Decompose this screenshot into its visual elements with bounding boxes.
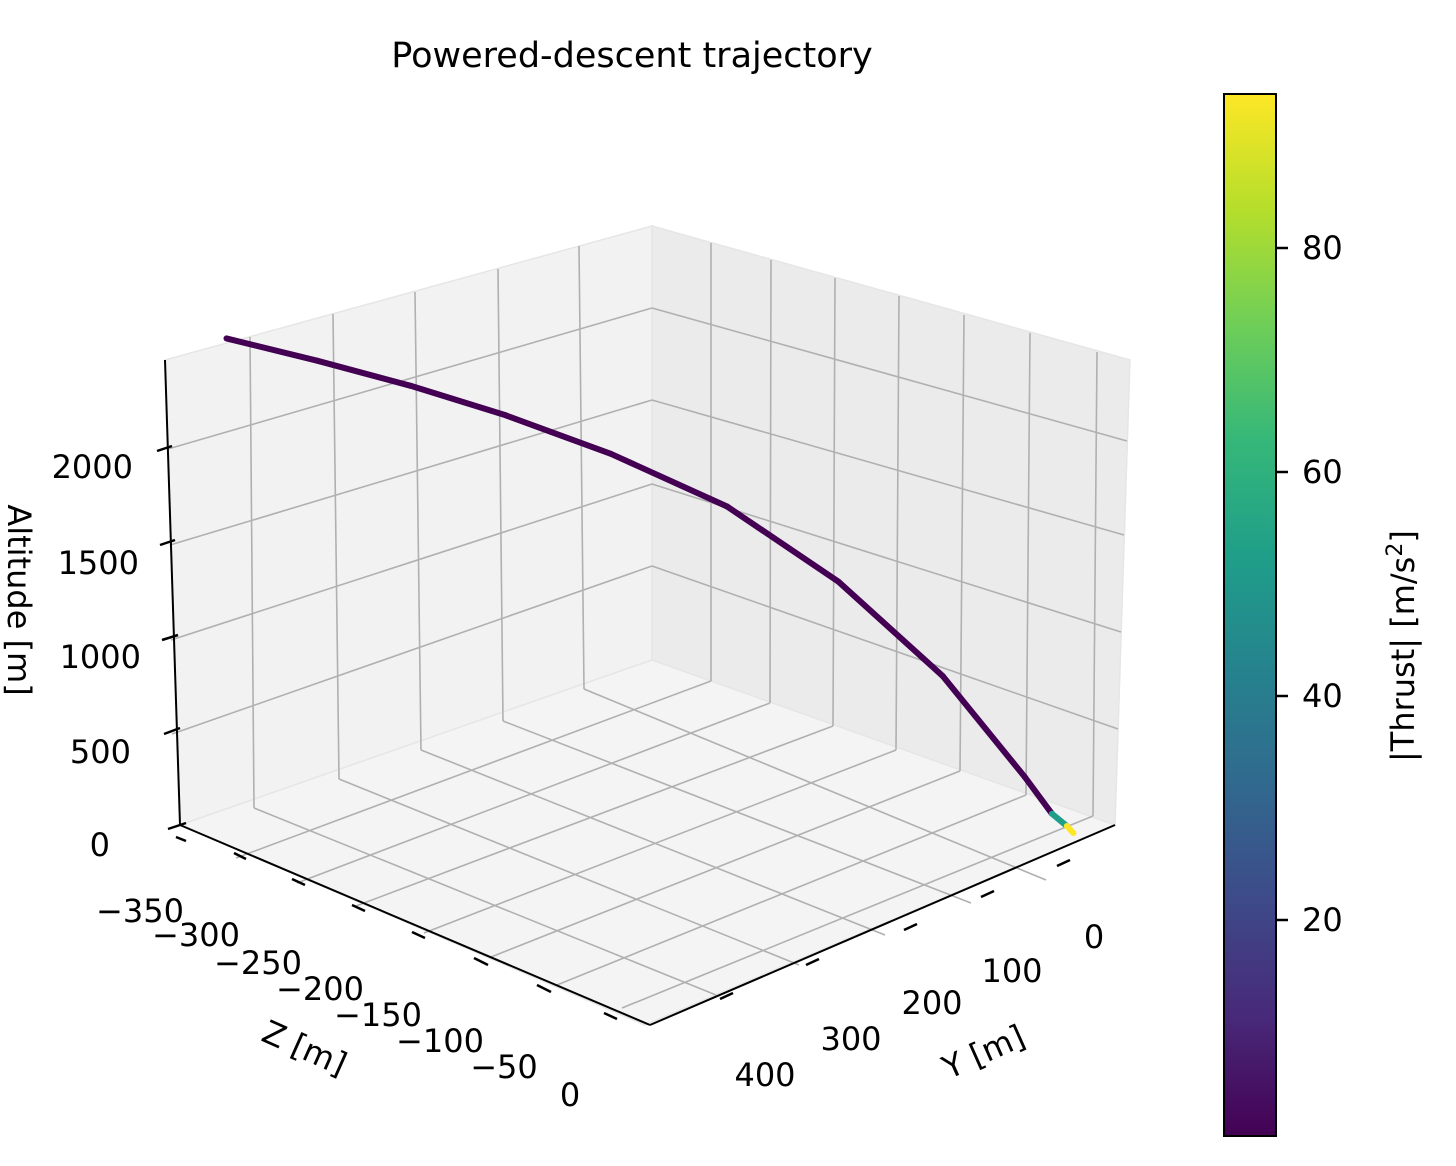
y-axis-ticks xyxy=(719,858,1071,1001)
altitude-tick-label: 0 xyxy=(90,826,110,864)
z-tick-label: −350 xyxy=(96,892,184,930)
y-tick-label: 300 xyxy=(820,1020,881,1058)
y-tick-label: 0 xyxy=(1084,918,1104,956)
trajectory-series xyxy=(223,335,1077,836)
trajectory-segment xyxy=(607,450,731,510)
z-tick-label: −250 xyxy=(214,944,302,982)
chart-title: Powered-descent trajectory xyxy=(391,36,873,76)
colorbar-tick-label: 20 xyxy=(1302,901,1343,939)
y-tick-labels: 0 100 200 300 400 xyxy=(734,918,1104,1094)
y-axis-line xyxy=(649,824,1116,1026)
colorbar-tick-labels: 20 40 60 80 xyxy=(1302,229,1343,939)
z-tick-label: −150 xyxy=(334,996,422,1034)
colorbar-label-end: ] xyxy=(1384,530,1422,542)
z-axis-line xyxy=(179,824,651,1026)
altitude-axis-ticks xyxy=(156,444,187,831)
trajectory-segment xyxy=(1048,810,1070,829)
altitude-tick-labels: 0 500 1000 1500 2000 xyxy=(52,448,141,864)
trajectory-segment xyxy=(502,412,614,457)
z-tick-label: 0 xyxy=(560,1076,580,1114)
colorbar: 20 40 60 80 |Thrust| [m/s2] xyxy=(1223,93,1422,1137)
trajectory-segment xyxy=(724,503,842,585)
altitude-axis-label: Altitude [m] xyxy=(0,504,38,695)
z-tick-label: −200 xyxy=(276,970,364,1008)
trajectory-segment xyxy=(223,335,321,364)
altitude-tick-label: 2000 xyxy=(52,448,133,486)
colorbar-ticks xyxy=(1276,246,1288,922)
z-tick-label: −300 xyxy=(152,916,240,954)
colorbar-tick-label: 80 xyxy=(1302,229,1343,267)
z-tick-label: −100 xyxy=(396,1022,484,1060)
altitude-tick-label: 1500 xyxy=(58,544,139,582)
colorbar-tick-label: 60 xyxy=(1302,453,1343,491)
z-tick-labels: −350 −300 −250 −200 −150 −100 −50 0 xyxy=(96,892,580,1114)
colorbar-tick-label: 40 xyxy=(1302,677,1343,715)
altitude-tick-label: 500 xyxy=(70,733,131,771)
colorbar-gradient xyxy=(1223,93,1277,1137)
y-tick-label: 100 xyxy=(981,952,1042,990)
altitude-tick-label: 1000 xyxy=(60,638,141,676)
altitude-axis-line xyxy=(164,359,181,826)
trajectory-segment xyxy=(407,382,509,419)
trajectory-segment xyxy=(1021,774,1055,817)
axis-lines xyxy=(164,359,1116,1026)
colorbar-label-main: |Thrust| [m/s xyxy=(1384,557,1422,762)
colorbar-label-sup: 2 xyxy=(1383,543,1408,557)
trajectory-segment xyxy=(314,357,414,389)
axes-panes xyxy=(164,225,1131,1026)
z-axis-ticks xyxy=(175,835,618,1021)
colorbar-label: |Thrust| [m/s2] xyxy=(1383,530,1422,762)
trajectory-segment xyxy=(939,673,1028,780)
trajectory-segment xyxy=(1063,823,1077,836)
z-tick-label: −50 xyxy=(470,1048,538,1086)
y-tick-label: 200 xyxy=(901,984,962,1022)
y-axis-label: Y [m] xyxy=(936,1017,1031,1087)
trajectory-segment xyxy=(835,578,946,679)
y-tick-label: 400 xyxy=(734,1056,795,1094)
